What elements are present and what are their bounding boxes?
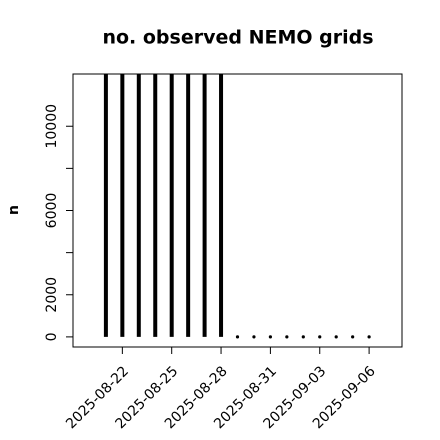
y-tick-label: 0 <box>44 332 60 341</box>
point <box>351 335 355 339</box>
plot-area <box>103 74 371 339</box>
point <box>301 335 305 339</box>
y-tick-label: 10000 <box>44 104 60 149</box>
y-tick-label: 6000 <box>44 193 60 229</box>
point <box>235 335 240 339</box>
y-axis-label: n <box>6 205 22 215</box>
point <box>268 335 272 339</box>
chart-title: no. observed NEMO grids <box>102 27 373 49</box>
point <box>318 335 322 339</box>
point <box>367 335 371 339</box>
y-tick-label: 2000 <box>44 277 60 313</box>
point <box>252 335 256 339</box>
point <box>334 335 338 339</box>
point <box>285 335 289 339</box>
